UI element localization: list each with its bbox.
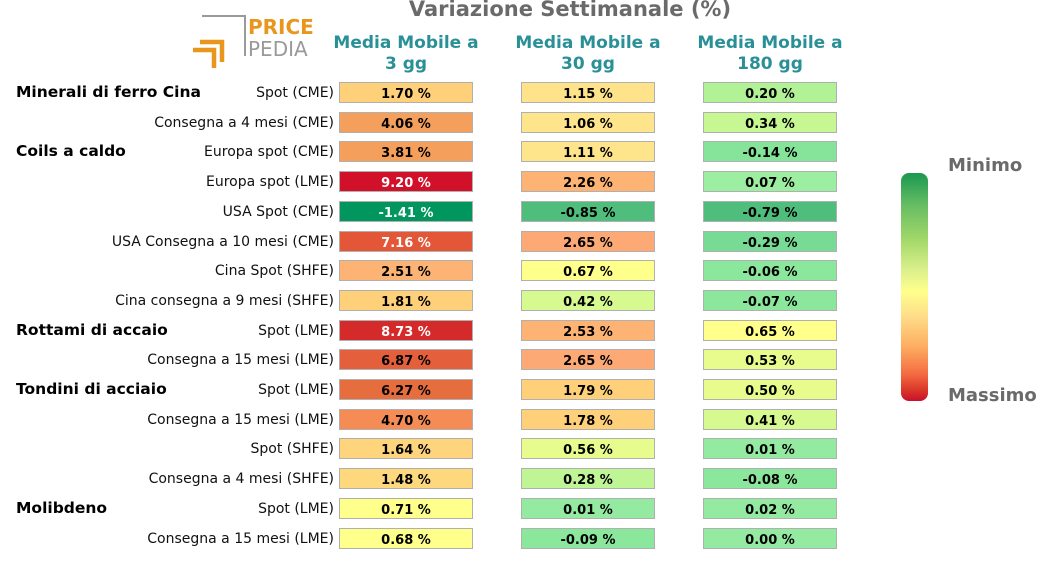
row-label: Consegna a 4 mesi (SHFE) [148, 471, 334, 488]
column-header-line: Media Mobile a [333, 33, 479, 53]
heatmap-cell: 0.68 % [339, 527, 473, 549]
column-header-line: 180 gg [737, 54, 803, 74]
heatmap-cell: 1.70 % [339, 82, 473, 103]
heatmap-cell: 0.28 % [521, 468, 655, 490]
heatmap-cell: 0.50 % [703, 379, 837, 400]
legend-max-label: Massimo [948, 385, 1037, 406]
heatmap-cell: -0.08 % [703, 468, 837, 490]
heatmap-cell: -1.41 % [339, 200, 473, 222]
heatmap-cell: -0.79 % [703, 200, 837, 222]
group-label: Tondini di acciaio [16, 380, 167, 398]
heatmap-cell: 0.02 % [703, 497, 837, 519]
group-label: Minerali di ferro Cina [16, 83, 201, 101]
row-label: USA Spot (CME) [222, 203, 334, 220]
heatmap-cell: 0.01 % [521, 497, 655, 519]
heatmap-cell: 1.78 % [521, 408, 655, 430]
row-label: Spot (SHFE) [250, 441, 334, 458]
heatmap-cell: 0.53 % [703, 349, 837, 371]
row-label: Europa spot (CME) [204, 144, 334, 161]
logo-mark-icon [193, 15, 246, 68]
heatmap-cell: 6.27 % [339, 379, 473, 400]
column-header-line: Media Mobile a [697, 33, 843, 53]
heatmap-cell: 4.06 % [339, 111, 473, 133]
row-label: Spot (LME) [258, 322, 334, 339]
heatmap-cell: 0.71 % [339, 497, 473, 519]
legend-min-label: Minimo [948, 155, 1023, 176]
heatmap-cell: 4.70 % [339, 408, 473, 430]
pricepedia-logo: PRICE PEDIA [193, 15, 314, 68]
row-label: Europa spot (LME) [206, 174, 334, 191]
row-label: USA Consegna a 10 mesi (CME) [111, 233, 334, 250]
heatmap-cell: -0.85 % [521, 200, 655, 222]
heatmap-cell: 1.48 % [339, 468, 473, 490]
column-header-2: Media Mobile a 30 gg [493, 33, 683, 75]
row-label: Consegna a 4 mesi (CME) [154, 114, 334, 131]
heatmap-cell: 1.81 % [339, 289, 473, 311]
chart-title: Variazione Settimanale (%) [408, 0, 732, 21]
heatmap-cell: 3.81 % [339, 141, 473, 163]
heatmap-cell: -0.07 % [703, 289, 837, 311]
group-label: Molibdeno [16, 498, 108, 517]
heatmap-cell: 0.42 % [521, 289, 655, 311]
heatmap-cell: 6.87 % [339, 349, 473, 371]
heatmap-cell: -0.06 % [703, 260, 837, 282]
logo-text-pedia: PEDIA [248, 37, 308, 61]
heatmap-cell: 1.79 % [521, 379, 655, 400]
row-label: Cina consegna a 9 mesi (SHFE) [115, 292, 334, 309]
heatmap-cell: 2.51 % [339, 260, 473, 282]
row-label: Spot (LME) [258, 500, 334, 517]
column-header-3: Media Mobile a 180 gg [675, 33, 865, 75]
heatmap-cell: 1.64 % [339, 438, 473, 460]
heatmap-cell: 1.15 % [521, 82, 655, 103]
row-label: Consegna a 15 mesi (LME) [147, 530, 334, 547]
heatmap-cell: 9.20 % [339, 171, 473, 193]
column-header-line: 3 gg [384, 54, 428, 74]
heatmap-cell: -0.14 % [703, 141, 837, 163]
heatmap-cell: 0.56 % [521, 438, 655, 460]
heatmap-cell: 0.00 % [703, 527, 837, 549]
heatmap-cell: 1.06 % [521, 111, 655, 133]
heatmap-cell: 0.07 % [703, 171, 837, 193]
heatmap-cell: 2.26 % [521, 171, 655, 193]
heatmap-cell: 2.65 % [521, 230, 655, 252]
heatmap-cell: 0.67 % [521, 260, 655, 282]
heatmap-cell: 0.65 % [703, 319, 837, 341]
logo-text-price: PRICE [248, 15, 314, 39]
heatmap-cell: 1.11 % [521, 141, 655, 163]
heatmap-cell: 0.41 % [703, 408, 837, 430]
row-label: Cina Spot (SHFE) [214, 263, 334, 280]
row-label: Consegna a 15 mesi (LME) [147, 411, 334, 428]
row-label: Spot (CME) [256, 85, 334, 101]
group-label: Coils a caldo [16, 142, 126, 161]
column-header-line: 30 gg [561, 54, 615, 74]
row-label: Spot (LME) [258, 382, 334, 398]
row-label: Consegna a 15 mesi (LME) [147, 352, 334, 369]
column-header-line: Media Mobile a [515, 33, 661, 53]
heatmap-cell: 2.53 % [521, 319, 655, 341]
heatmap-cell: 0.34 % [703, 111, 837, 133]
heatmap-cell: 8.73 % [339, 319, 473, 341]
heatmap-cell: 7.16 % [339, 230, 473, 252]
group-label: Rottami di accaio [16, 320, 168, 339]
heatmap-cell: 2.65 % [521, 349, 655, 371]
legend-colorbar [901, 173, 928, 401]
heatmap-cell: -0.09 % [521, 527, 655, 549]
heatmap-cell: 0.20 % [703, 82, 837, 103]
heatmap-cell: -0.29 % [703, 230, 837, 252]
heatmap-cell: 0.01 % [703, 438, 837, 460]
